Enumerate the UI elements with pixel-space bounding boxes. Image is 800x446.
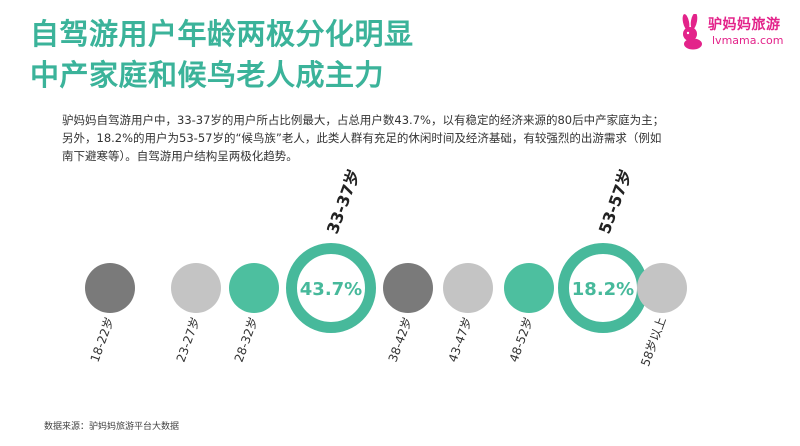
age-category-label: 23-27岁 xyxy=(173,315,203,364)
description-line-1: 驴妈妈自驾游用户中，33-37岁的用户所占比例最大，占总用户数43.7%，以有稳… xyxy=(62,113,665,127)
age-category-label: 48-52岁 xyxy=(506,315,536,364)
brand-name-en: lvmama.com xyxy=(712,34,784,47)
bubble-43-47岁 xyxy=(443,263,493,313)
age-category-label: 38-42岁 xyxy=(385,315,415,364)
data-source-note: 数据来源：驴妈妈旅游平台大数据 xyxy=(44,422,180,432)
title-line-1: 自驾游用户年龄两极分化明显 xyxy=(30,17,414,51)
age-category-label: 18-22岁 xyxy=(87,315,117,364)
highlight-age-label: 33-37岁 xyxy=(323,167,364,237)
bubble-23-27岁 xyxy=(171,263,221,313)
bubble-value-label: 43.7% xyxy=(300,279,362,300)
bubble-48-52岁 xyxy=(504,263,554,313)
age-category-label: 58岁以上 xyxy=(637,315,669,368)
description-line-3: 南下避寒等）。自驾游用户结构呈两极化趋势。 xyxy=(62,149,298,163)
rabbit-logo-icon xyxy=(682,14,702,50)
bubble-28-32岁 xyxy=(229,263,279,313)
age-category-label: 43-47岁 xyxy=(445,315,475,364)
brand-name-cn: 驴妈妈旅游 xyxy=(708,17,781,33)
highlight-age-label: 53-57岁 xyxy=(595,167,636,237)
bubble-18-22岁 xyxy=(85,263,135,313)
description: 驴妈妈自驾游用户中，33-37岁的用户所占比例最大，占总用户数43.7%，以有稳… xyxy=(62,111,772,165)
brand-logo[interactable]: 驴妈妈旅游 lvmama.com xyxy=(676,14,786,54)
bubble-58岁以上 xyxy=(637,263,687,313)
bubble-value-label: 18.2% xyxy=(572,279,634,300)
description-line-2: 另外，18.2%的用户为53-57岁的“候鸟族”老人，此类人群有充足的休闲时间及… xyxy=(62,131,662,145)
bubble-38-42岁 xyxy=(383,263,433,313)
page-title: 自驾游用户年龄两极分化明显 中产家庭和候鸟老人成主力 xyxy=(30,14,414,96)
bubble-ring-33-37岁 xyxy=(286,243,376,333)
age-category-label: 28-32岁 xyxy=(231,315,261,364)
title-line-2: 中产家庭和候鸟老人成主力 xyxy=(30,58,385,92)
